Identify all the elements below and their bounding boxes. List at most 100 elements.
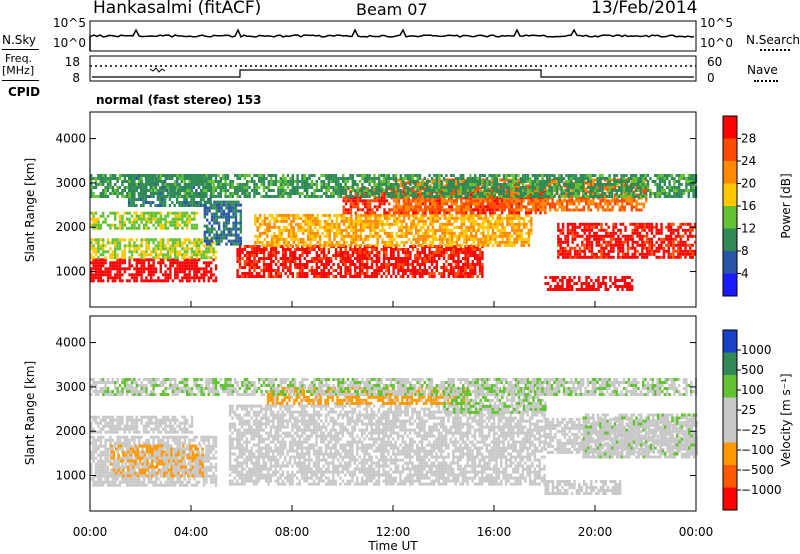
power-cell — [97, 247, 100, 251]
power-cell — [641, 237, 644, 241]
power-cell — [296, 257, 299, 260]
power-cell — [140, 261, 143, 265]
power-cell — [452, 269, 455, 272]
power-cell — [94, 220, 98, 224]
power-cell — [655, 225, 658, 229]
power-cell — [176, 238, 179, 242]
power-cell — [351, 275, 354, 278]
power-cell — [284, 251, 287, 254]
power-cell — [400, 208, 403, 212]
power-cell — [599, 199, 602, 203]
power-cell — [433, 202, 437, 206]
power-cell — [600, 243, 603, 247]
power-cell — [328, 243, 331, 247]
power-cell — [599, 282, 603, 285]
power-cell — [588, 225, 591, 229]
power-cell — [349, 211, 353, 215]
power-cell — [378, 254, 381, 257]
power-cell — [443, 202, 446, 206]
power-cell — [225, 206, 228, 210]
power-cell — [679, 246, 682, 250]
power-cell — [200, 256, 203, 260]
power-cell — [327, 260, 330, 263]
power-cell — [209, 204, 212, 207]
power-cell — [628, 202, 631, 206]
power-cell — [349, 248, 352, 251]
power-cell — [347, 219, 351, 223]
power-cell — [554, 288, 557, 291]
power-cell — [520, 208, 523, 212]
power-cell — [457, 260, 460, 263]
power-cell — [142, 256, 146, 260]
power-cell — [350, 237, 353, 241]
power-cell — [551, 288, 555, 291]
power-cell — [285, 213, 288, 217]
power-cell — [261, 240, 264, 244]
power-cell — [626, 252, 630, 256]
power-cell — [282, 263, 285, 266]
power-cell — [433, 205, 437, 209]
power-cell — [162, 256, 165, 260]
power-cell — [411, 269, 414, 272]
power-cell — [638, 252, 642, 256]
power-cell — [561, 288, 564, 291]
power-cell — [496, 225, 499, 229]
power-cell — [357, 216, 360, 220]
power-cell — [181, 247, 184, 251]
power-cell — [183, 241, 186, 245]
power-cell — [397, 257, 400, 260]
power-cell — [282, 248, 285, 251]
power-cell — [590, 279, 593, 282]
power-cell — [144, 198, 148, 201]
power-cell — [99, 258, 102, 262]
power-cell — [426, 231, 430, 235]
power-cell — [527, 184, 530, 188]
power-cell — [557, 228, 560, 232]
power-cell — [561, 276, 564, 279]
power-cell — [340, 243, 343, 247]
power-cell — [104, 267, 107, 271]
power-cell — [501, 222, 504, 226]
power-cell — [553, 205, 557, 209]
power-cell — [583, 222, 586, 226]
power-cell — [388, 208, 391, 212]
power-cell — [366, 211, 369, 215]
power-cell — [273, 222, 276, 226]
power-cell — [258, 213, 262, 217]
power-cell — [243, 275, 247, 278]
power-cell — [450, 231, 454, 235]
power-cell — [239, 218, 242, 222]
power-cell — [631, 222, 634, 226]
power-cell — [175, 198, 179, 201]
power-cell — [162, 238, 165, 242]
power-cell — [99, 276, 102, 280]
power-cell — [284, 260, 287, 263]
power-cell — [633, 246, 637, 250]
power-cell — [145, 244, 148, 248]
power-cell — [624, 228, 627, 232]
power-cell — [621, 202, 624, 206]
power-cell — [578, 234, 582, 238]
power-cell — [484, 216, 487, 220]
power-cell — [426, 225, 430, 229]
power-cell — [169, 276, 172, 280]
power-cell — [274, 257, 278, 260]
power-cell — [405, 222, 408, 226]
power-cell — [159, 247, 162, 251]
power-cell — [126, 279, 129, 283]
power-cell — [138, 247, 141, 251]
power-cell — [536, 208, 540, 212]
power-cell — [286, 260, 290, 263]
power-cell — [426, 260, 429, 263]
power-cell — [571, 228, 574, 232]
power-cell — [152, 267, 155, 271]
power-cell — [237, 200, 240, 204]
power-cell — [208, 209, 211, 213]
power-cell — [426, 205, 429, 209]
power-cell — [261, 222, 264, 226]
power-cell — [227, 239, 230, 243]
power-cell — [565, 202, 569, 206]
power-cell — [381, 237, 384, 241]
power-cell — [150, 270, 153, 274]
power-cell — [500, 199, 504, 203]
